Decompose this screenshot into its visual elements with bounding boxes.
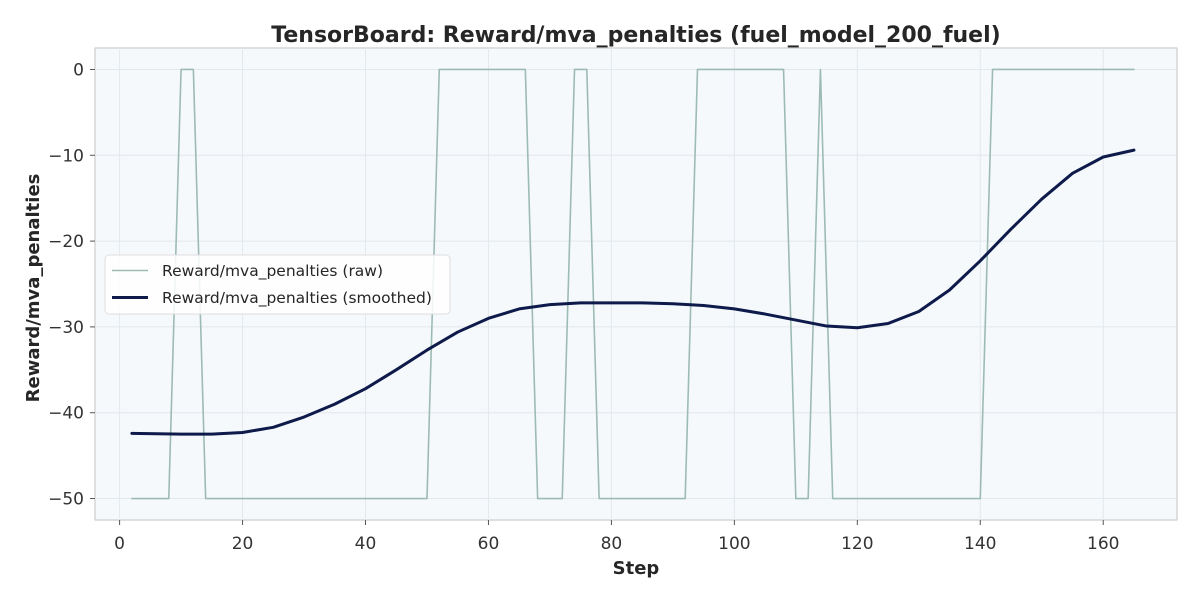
- legend-label-raw: Reward/mva_penalties (raw): [162, 262, 383, 281]
- legend: Reward/mva_penalties (raw) Reward/mva_pe…: [104, 254, 451, 315]
- y-tick-label: −10: [48, 146, 84, 166]
- legend-label-smoothed: Reward/mva_penalties (smoothed): [162, 289, 432, 308]
- x-tick-label: 60: [478, 534, 500, 554]
- x-tick-label: 40: [355, 534, 377, 554]
- smoothed-series-line: [130, 148, 1136, 436]
- x-tick-label: 100: [718, 534, 750, 554]
- y-tick-label: −40: [48, 404, 84, 424]
- y-tick-label: −30: [48, 318, 84, 338]
- x-axis-label: Step: [613, 558, 660, 579]
- x-tick-label: 80: [601, 534, 623, 554]
- y-tick-label: −50: [48, 490, 84, 510]
- y-axis-label: Reward/mva_penalties: [23, 174, 44, 403]
- legend-box: [104, 254, 451, 315]
- chart-title: TensorBoard: Reward/mva_penalties (fuel_…: [271, 23, 1000, 48]
- x-axis-ticks: 0 20 40 60 80 100 120 140 160: [114, 520, 1119, 554]
- x-tick-label: 140: [964, 534, 996, 554]
- y-tick-label: 0: [73, 60, 84, 80]
- y-tick-label: −20: [48, 232, 84, 252]
- raw-series-line: [131, 68, 1135, 500]
- series-layer: [130, 68, 1136, 500]
- x-tick-label: 0: [114, 534, 125, 554]
- x-tick-label: 160: [1087, 534, 1119, 554]
- x-tick-label: 120: [841, 534, 873, 554]
- x-tick-label: 20: [232, 534, 254, 554]
- y-axis-ticks: 0 −10 −20 −30 −40 −50: [48, 60, 95, 510]
